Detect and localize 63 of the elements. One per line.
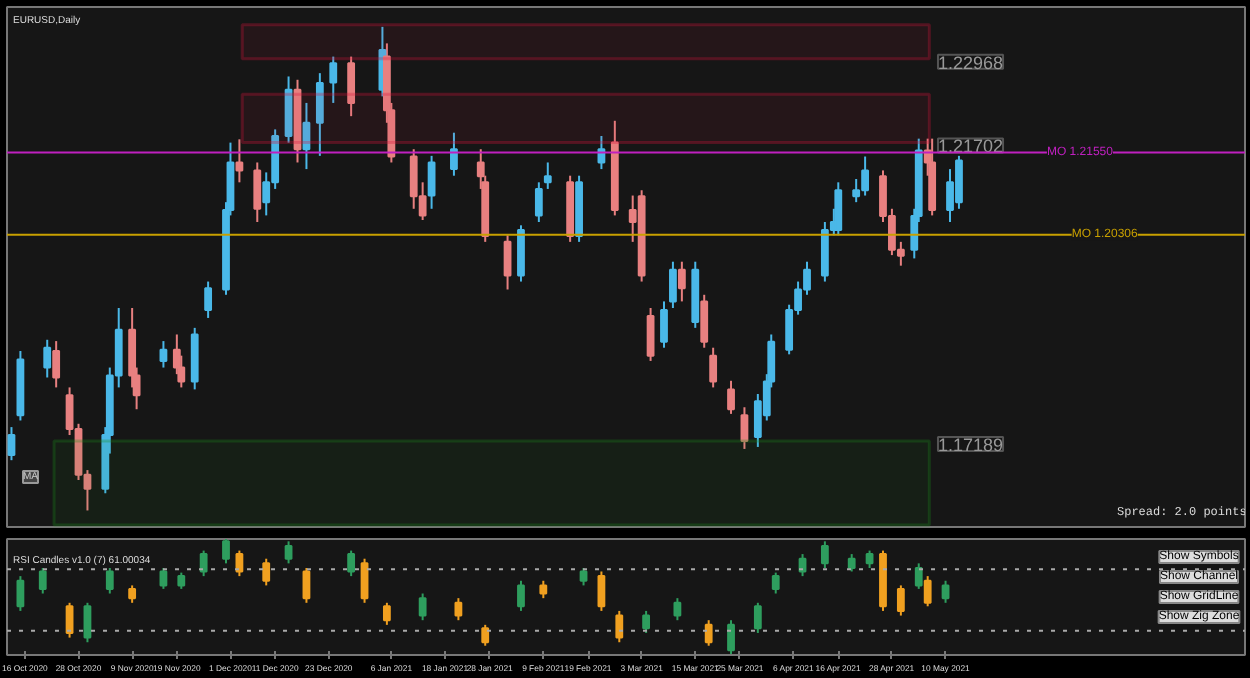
- candlestick: [543, 161, 552, 190]
- candlestick: [941, 579, 950, 604]
- candlestick: [615, 609, 624, 644]
- candlestick: [199, 549, 208, 578]
- candlestick: [302, 567, 311, 604]
- candlestick: [347, 55, 356, 118]
- candlestick: [820, 221, 829, 283]
- candlestick: [914, 562, 923, 590]
- candlestick: [704, 619, 713, 647]
- candlestick: [454, 597, 463, 622]
- candlestick: [646, 307, 655, 362]
- band-label: 1.17189: [937, 435, 1004, 456]
- candlestick: [727, 379, 735, 415]
- candlestick: [105, 567, 114, 595]
- candlestick: [204, 280, 213, 319]
- candlestick: [262, 557, 271, 587]
- candlestick: [709, 346, 718, 389]
- candlestick: [820, 540, 829, 569]
- candlestick: [83, 601, 92, 644]
- candlestick: [896, 584, 905, 617]
- candlestick: [834, 181, 843, 237]
- candlestick: [347, 549, 356, 578]
- candlestick: [740, 406, 749, 450]
- candlestick: [660, 300, 668, 349]
- candlestick: [669, 260, 677, 310]
- candlestick: [503, 234, 512, 291]
- candlestick: [771, 571, 780, 595]
- candlestick: [642, 609, 651, 634]
- candlestick: [534, 181, 543, 224]
- candlestick: [315, 72, 324, 157]
- candlestick: [253, 161, 262, 224]
- candlestick: [727, 619, 735, 655]
- candlestick: [235, 549, 244, 578]
- candlestick: [16, 575, 25, 612]
- candlestick: [517, 579, 525, 612]
- candlestick: [284, 75, 293, 144]
- candlestick: [677, 260, 686, 303]
- candlestick: [302, 101, 311, 171]
- candlestick: [38, 567, 47, 595]
- candlestick: [923, 575, 932, 608]
- candlestick: [753, 601, 762, 634]
- candlestick: [7, 426, 16, 462]
- candlestick: [43, 338, 52, 379]
- candlestick: [450, 131, 458, 177]
- band-label: 1.22968: [937, 52, 1004, 73]
- candlestick: [427, 154, 436, 210]
- candlestick: [190, 326, 199, 391]
- candlestick: [360, 557, 369, 604]
- candlestick: [159, 567, 168, 590]
- candlestick: [481, 623, 490, 647]
- candlestick: [52, 340, 61, 389]
- candlestick: [673, 597, 682, 622]
- candlestick: [329, 55, 338, 104]
- candlestick: [284, 540, 293, 565]
- candlestick: [418, 592, 427, 622]
- candlestick: [517, 224, 525, 283]
- candlestick: [159, 340, 168, 369]
- candlestick: [597, 570, 606, 612]
- candlestick: [235, 138, 244, 184]
- candlestick: [928, 137, 937, 217]
- candlestick: [222, 539, 230, 565]
- candlestick: [382, 601, 391, 626]
- candlestick: [700, 293, 709, 349]
